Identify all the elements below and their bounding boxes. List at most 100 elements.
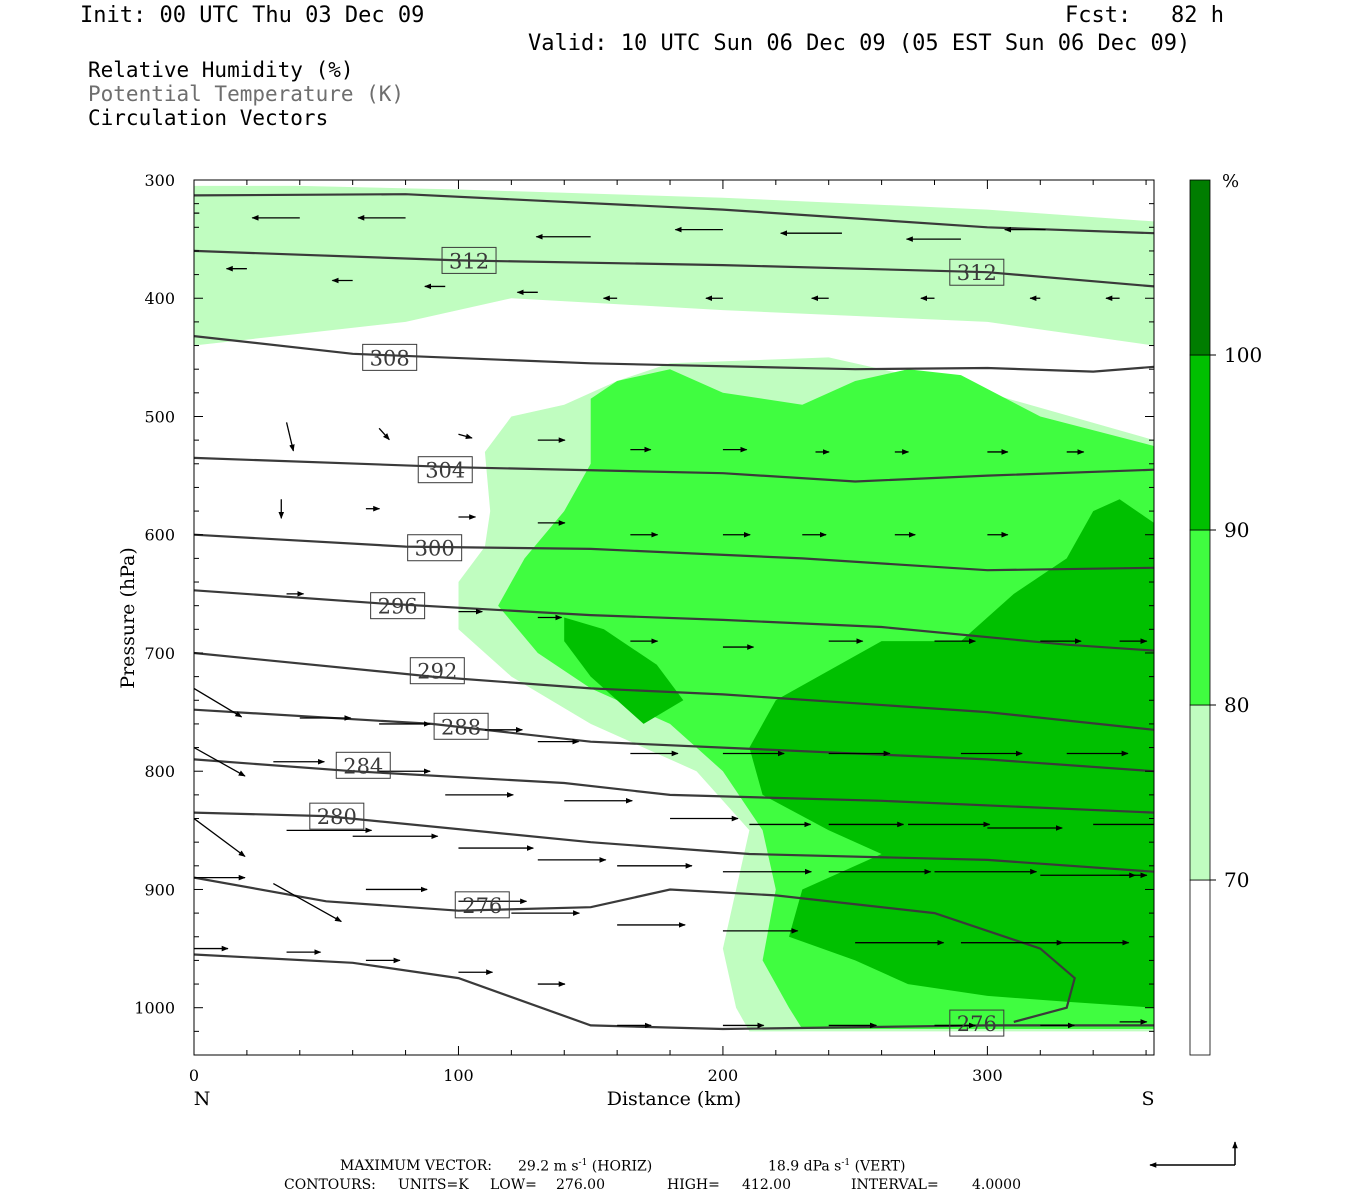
- theta-label-288-7: 288: [433, 712, 489, 740]
- theta-contour-296-5: [194, 589, 1154, 652]
- max-vector-label: MAXIMUM VECTOR:: [340, 1158, 492, 1174]
- theta-label-276-10: 276: [454, 891, 510, 919]
- theta-label-text: 304: [425, 459, 465, 483]
- contours-high-label: HIGH=: [667, 1177, 720, 1193]
- forecast-hour: Fcst: 82 h: [1065, 3, 1224, 28]
- theta-label-292-6: 292: [409, 657, 465, 685]
- contours-interval-label: INTERVAL=: [851, 1177, 939, 1193]
- theta-contour-292-6: [194, 651, 1154, 731]
- theta-label-308-2: 308: [362, 343, 418, 371]
- rh-fill-layer: [194, 185, 1154, 1032]
- contours-interval-value: 4.0000: [972, 1177, 1021, 1193]
- contour-label-layer: 312 312 308 304 300 296 292 288 284 280 276 276: [309, 246, 1005, 1037]
- colorbar-level-70: 70: [1224, 868, 1249, 892]
- max-vector-vert-exp: -1: [841, 1158, 851, 1168]
- max-vector-vert-tag: (VERT): [854, 1158, 906, 1175]
- colorbar-band-100: [1189, 179, 1211, 356]
- theta-contour-284-8: [194, 758, 1154, 814]
- theta-label-280-9: 280: [309, 802, 365, 830]
- theta-contour-300-4: [194, 533, 1154, 572]
- circulation-vector: [285, 422, 295, 452]
- x-tick-label-200: 200: [708, 1066, 739, 1085]
- legend-vectors: Circulation Vectors: [88, 106, 329, 130]
- contours-low-label: LOW=: [490, 1177, 537, 1193]
- max-vector-vert-value: 18.9 dPa s: [768, 1158, 842, 1175]
- theta-contour-280-9: [194, 811, 1154, 873]
- theta-contour-304-3: [194, 456, 1154, 483]
- theta-contour-308-2: [194, 335, 1154, 373]
- max-vector-horiz: 29.2 m s-1 (HORIZ): [518, 1158, 652, 1175]
- theta-label-text: 308: [370, 346, 410, 370]
- y-tick-label-500: 500: [144, 407, 175, 426]
- circulation-vector: [378, 427, 390, 441]
- theta-label-box: [309, 802, 365, 830]
- theta-label-296-5: 296: [370, 592, 426, 620]
- circulation-vector: [194, 687, 243, 718]
- theta-contour-288-7: [194, 708, 1154, 773]
- theta-label-text: 280: [317, 805, 357, 829]
- theta-label-284-8: 284: [335, 751, 391, 779]
- theta-contour-276-11: [194, 953, 1154, 1031]
- contours-high-value: 412.00: [742, 1177, 791, 1193]
- theta-label-304-3: 304: [417, 456, 473, 484]
- theta-contour-layer: [194, 193, 1154, 1031]
- colorbar-band-60: [1189, 879, 1211, 1056]
- plot-frame: [193, 179, 1155, 1056]
- y-tick-label-1000: 1000: [134, 999, 175, 1018]
- theta-label-text: 300: [415, 537, 455, 561]
- theta-contour-276-10: [194, 876, 1076, 1023]
- x-tick-label-100: 100: [443, 1066, 474, 1085]
- theta-label-text: 312: [449, 249, 489, 273]
- circulation-vector: [194, 817, 246, 858]
- theta-label-text: 292: [417, 660, 457, 684]
- theta-label-box: [409, 657, 465, 685]
- rh-region-90-3: [749, 499, 1154, 1008]
- rh-region-90-4: [564, 617, 684, 724]
- y-tick-label-800: 800: [144, 762, 175, 781]
- y-axis-label: Pressure (hPa): [117, 547, 139, 689]
- circulation-vector: [194, 747, 246, 777]
- theta-label-text: 312: [957, 261, 997, 285]
- colorbar-band-80: [1189, 529, 1211, 706]
- theta-label-box: [335, 751, 391, 779]
- theta-label-text: 276: [462, 894, 502, 918]
- y-tick-label-900: 900: [144, 880, 175, 899]
- y-tick-label-400: 400: [144, 289, 175, 308]
- colorbar-level-80: 80: [1224, 693, 1249, 717]
- x-tick-label-0: 0: [189, 1066, 199, 1085]
- contours-units: UNITS=K: [398, 1177, 469, 1193]
- theta-label-300-4: 300: [407, 534, 463, 562]
- colorbar-level-90: 90: [1224, 518, 1249, 542]
- x-axis-label: Distance (km): [607, 1088, 742, 1110]
- theta-label-box: [362, 343, 418, 371]
- y-tick-label-300: 300: [144, 171, 175, 190]
- circulation-vector: [273, 882, 342, 923]
- x-end-label-north: N: [194, 1088, 211, 1110]
- init-time: Init: 00 UTC Thu 03 Dec 09: [80, 3, 425, 28]
- theta-label-box: [417, 456, 473, 484]
- theta-label-box: [441, 246, 497, 274]
- y-tick-label-700: 700: [144, 644, 175, 663]
- theta-label-box: [949, 1009, 1005, 1037]
- theta-label-box: [433, 712, 489, 740]
- vector-layer: [194, 212, 1154, 1029]
- rh-colorbar: 70 80 90 100: [1189, 179, 1262, 1056]
- max-vector-horiz-tag: (HORIZ): [591, 1158, 653, 1175]
- circulation-vector: [458, 433, 473, 440]
- theta-label-box: [454, 891, 510, 919]
- theta-label-312-0: 312: [441, 246, 497, 274]
- contours-label: CONTOURS:: [284, 1177, 376, 1193]
- theta-label-text: 276: [957, 1012, 997, 1036]
- colorbar-band-90: [1189, 354, 1211, 531]
- reference-vector-icon: [1149, 1141, 1238, 1168]
- x-tick-label-300: 300: [972, 1066, 1003, 1085]
- theta-label-text: 288: [441, 715, 481, 739]
- theta-label-text: 296: [378, 595, 418, 619]
- axis-layer: 300 400 500 600 700 800 900 1000 0 100 200 300: [134, 171, 1154, 1085]
- theta-label-box: [407, 534, 463, 562]
- max-vector-horiz-exp: -1: [578, 1158, 588, 1168]
- colorbar-band-70: [1189, 704, 1211, 881]
- theta-label-box: [370, 592, 426, 620]
- x-end-label-south: S: [1141, 1088, 1154, 1110]
